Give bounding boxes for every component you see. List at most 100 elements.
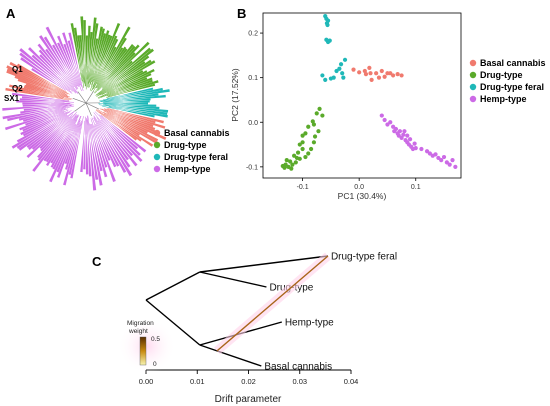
tree-leaf-drug xyxy=(107,48,128,75)
tree-branch xyxy=(62,76,79,94)
tree-branch xyxy=(55,87,68,95)
tree-leaf-hemp xyxy=(26,126,62,158)
tree-branch xyxy=(92,72,106,93)
panel-b: B -0.1 0.0 0.1 -0.1 0.0 0.1 0.2 PC1 (30.4%) PC… xyxy=(230,6,546,201)
pca-point-hemp xyxy=(385,122,390,127)
tree-branch xyxy=(49,105,72,110)
legend-b-label-feral: Drug-type feral xyxy=(480,82,544,92)
tree-branch xyxy=(83,64,86,87)
tree-leaf-basal xyxy=(113,115,167,141)
tree-leaf-hemp xyxy=(45,26,71,73)
tree-branch xyxy=(87,71,90,84)
tree-branch xyxy=(94,74,110,93)
pca-point-feral xyxy=(325,22,330,28)
legend-a-dot-basal xyxy=(153,129,161,137)
tree-branch xyxy=(51,114,68,124)
tree-leaf-drug xyxy=(79,35,84,69)
pca-point-hemp xyxy=(419,146,424,152)
pca-point-basal xyxy=(376,75,382,80)
tree-branch xyxy=(70,119,78,132)
tree-leaf-hemp xyxy=(64,137,75,164)
tree-leaf-hemp xyxy=(68,134,79,175)
tree-leaf-hemp xyxy=(87,137,92,177)
panel-b-letter: B xyxy=(237,6,246,21)
tree-leaf-basal xyxy=(112,119,140,136)
tree-leaf-drug xyxy=(114,73,152,91)
tree-branch xyxy=(107,108,124,113)
pca-axes: -0.1 0.0 0.1 -0.1 0.0 0.1 0.2 xyxy=(246,31,421,191)
tree-branch xyxy=(88,64,95,88)
tree-leaf-drug xyxy=(114,70,144,88)
tree-branch xyxy=(106,91,119,97)
tree-leaf-hemp xyxy=(39,127,62,149)
tree-branch xyxy=(51,112,65,119)
tree-leaf-hemp xyxy=(110,128,143,163)
tree-branch xyxy=(81,69,84,83)
tree-branch xyxy=(95,123,100,133)
tree-leaf-basal xyxy=(114,114,157,133)
pca-point-drug xyxy=(297,142,302,147)
tree-leaf-hemp xyxy=(40,129,61,152)
tree-leaf-hemp xyxy=(19,52,57,81)
tree-leaf-basal xyxy=(17,78,54,93)
tree-leaf-hemp xyxy=(4,113,54,131)
tree-branch xyxy=(97,74,108,88)
tree-leaf-basal xyxy=(18,68,56,89)
pca-point-hemp xyxy=(402,129,407,134)
tree-branch xyxy=(61,114,77,134)
tree-branch xyxy=(74,71,82,92)
tree-leaf-basal xyxy=(118,123,154,147)
tree-branch xyxy=(60,113,77,130)
tree-edge-n_upper xyxy=(145,271,201,301)
tree-branch xyxy=(87,65,92,88)
tree-leaf-drug xyxy=(85,35,88,73)
tree-branch xyxy=(51,83,67,93)
legend-a: Basal cannabis Drug-type Drug-type feral… xyxy=(153,128,230,174)
tree-leaf-hemp xyxy=(108,124,141,156)
tree-branch xyxy=(56,84,67,91)
pca-point-drug xyxy=(295,150,301,155)
pca-xtick-label: 0.0 xyxy=(354,184,364,191)
tree-leaf-hemp xyxy=(99,132,117,168)
drift-tick-label: 0.01 xyxy=(190,377,205,386)
legend-b-label-basal: Basal cannabis xyxy=(480,58,546,68)
tree-branch xyxy=(59,110,76,122)
tree-leaf-hemp xyxy=(20,57,57,84)
tree-leaf-hemp xyxy=(37,129,63,158)
pca-point-hemp xyxy=(399,135,404,140)
tree-leaf-drug xyxy=(115,61,146,83)
legend-a-dot-feral xyxy=(153,153,161,161)
tree-leaf-hemp xyxy=(49,130,74,183)
tree-branch xyxy=(95,80,115,96)
tree-branch xyxy=(97,80,106,90)
drift-tick-label: 0.04 xyxy=(344,377,359,386)
pca-point-basal xyxy=(379,68,384,74)
tree-branch xyxy=(99,117,111,129)
pca-point-hemp xyxy=(427,151,432,156)
tree-branch xyxy=(103,111,115,119)
pca-point-feral xyxy=(342,57,348,62)
tree-branch xyxy=(61,111,78,128)
tree-branch xyxy=(106,95,120,99)
tree-branch xyxy=(55,104,68,107)
tree-leaf-feral xyxy=(118,87,163,98)
pca-point-drug xyxy=(292,153,297,158)
tree-leaf-hemp xyxy=(111,132,134,157)
tree-branch xyxy=(93,112,110,132)
tree-leaf-hemp xyxy=(39,54,61,77)
tree-leaf-hemp xyxy=(97,134,116,183)
panel-c-letter: C xyxy=(92,254,102,269)
tree-branch xyxy=(74,67,81,86)
tree-leaf-drug xyxy=(113,48,154,81)
tree-branch xyxy=(65,69,78,89)
tree-leaf-hemp xyxy=(43,133,65,162)
tree-leaf-drug xyxy=(73,27,82,74)
tree-leaf-hemp xyxy=(65,135,77,170)
tree-leaf-drug xyxy=(107,52,136,81)
tree-leaf-basal xyxy=(116,112,166,129)
tree-leaf-hemp xyxy=(22,112,53,122)
legend-a-label-drug: Drug-type xyxy=(164,140,207,150)
tree-leaf-drug xyxy=(116,47,151,78)
tree-leaf-hemp xyxy=(46,136,66,167)
tree-leaf-hemp xyxy=(31,68,57,85)
